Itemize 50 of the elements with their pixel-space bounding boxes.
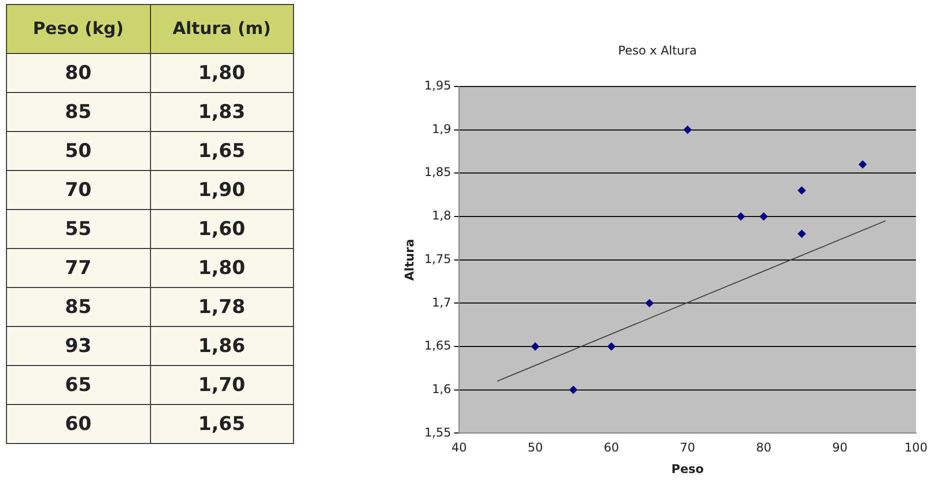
point xyxy=(798,186,806,194)
text: 1,80 xyxy=(150,248,294,288)
text: 1,83 xyxy=(150,92,294,132)
point xyxy=(531,342,540,350)
text: 1,60 xyxy=(150,210,294,248)
y-axis-title: Altura xyxy=(402,238,416,281)
text: 1,80 xyxy=(150,54,294,92)
x-axis-title: Peso xyxy=(671,462,704,476)
text: 93 xyxy=(6,326,150,366)
y-tick-label: 1,85 xyxy=(424,165,452,180)
text: 1,65 xyxy=(150,404,294,444)
text: 55 xyxy=(6,210,150,248)
text: 77 xyxy=(6,248,150,288)
y-tick-label: 1,8 xyxy=(432,208,452,223)
text: 50 xyxy=(6,132,150,170)
point xyxy=(569,386,578,394)
text: 70 xyxy=(6,170,150,210)
point xyxy=(607,342,616,350)
y-tick-label: 1,65 xyxy=(424,338,452,353)
x-tick-label: 100 xyxy=(904,440,928,455)
text: 80 xyxy=(6,54,150,92)
y-tick-label: 1,7 xyxy=(432,295,452,310)
point xyxy=(684,126,692,134)
point xyxy=(736,212,745,220)
text: Altura (m) xyxy=(150,4,294,54)
y-tick-label: 1,9 xyxy=(432,122,452,136)
text: 1,65 xyxy=(150,132,294,170)
y-tick-label: 1,75 xyxy=(424,252,452,266)
x-tick-label: 40 xyxy=(451,440,467,455)
point xyxy=(645,299,654,308)
y-tick-label: 1,55 xyxy=(424,425,452,440)
point xyxy=(858,160,867,168)
text: 1,70 xyxy=(150,366,294,404)
text: 85 xyxy=(6,288,150,326)
text: 85 xyxy=(6,92,150,132)
x-tick-label: 70 xyxy=(680,440,696,455)
point xyxy=(798,230,806,238)
chart-title: Peso x Altura xyxy=(618,43,697,58)
text: 65 xyxy=(6,366,150,404)
text: 1,78 xyxy=(150,288,294,326)
point xyxy=(760,212,768,220)
y-tick-label: 1,6 xyxy=(432,382,452,396)
x-tick-label: 90 xyxy=(832,440,848,455)
text: Peso (kg) xyxy=(6,4,150,54)
x-tick-label: 80 xyxy=(756,440,772,455)
x-tick-label: 60 xyxy=(604,440,620,455)
text: 1,86 xyxy=(150,326,294,366)
x-tick-label: 50 xyxy=(528,440,543,455)
y-tick-label: 1,95 xyxy=(424,78,452,93)
text: 1,90 xyxy=(150,170,294,210)
